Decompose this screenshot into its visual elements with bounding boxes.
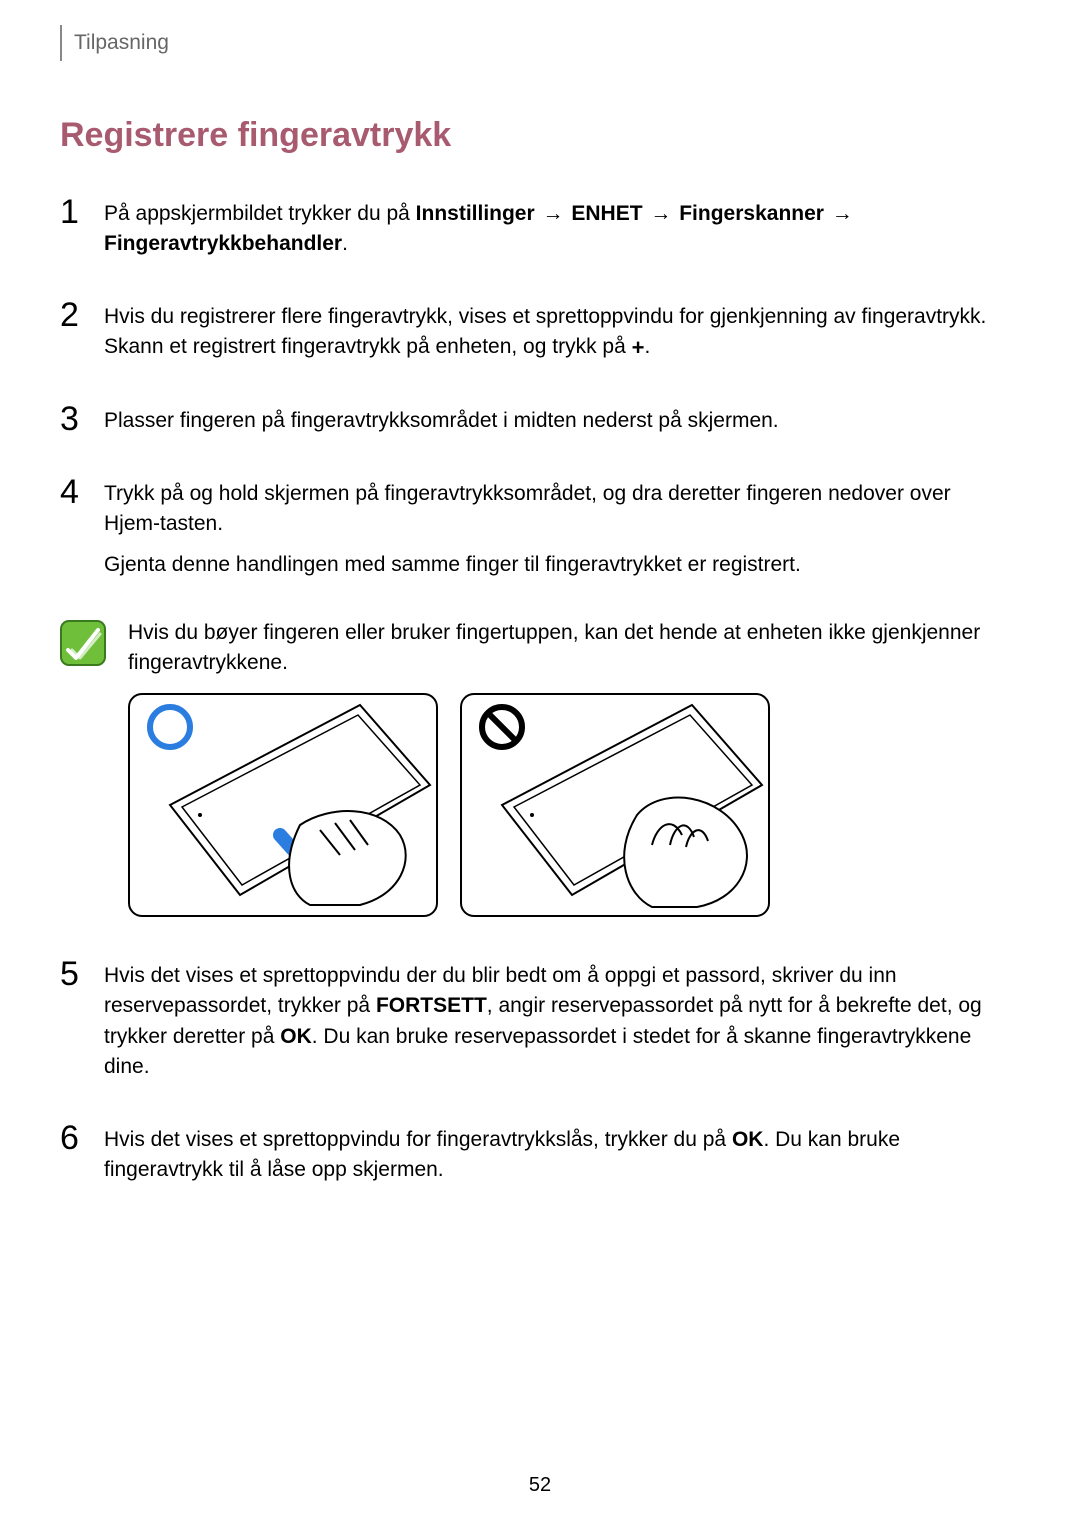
illustration-correct bbox=[128, 693, 438, 917]
step-number: 2 bbox=[60, 298, 104, 332]
text: Plasser fingeren på fingeravtrykksområde… bbox=[104, 406, 990, 436]
text: Gjenta denne handlingen med samme finger… bbox=[104, 550, 990, 580]
note-text: Hvis du bøyer fingeren eller bruker fing… bbox=[128, 618, 990, 679]
text: På appskjermbildet trykker du på bbox=[104, 202, 416, 225]
menu-path-item: Innstillinger bbox=[416, 202, 535, 225]
step-6: 6 Hvis det vises et sprettoppvindu for f… bbox=[60, 1121, 990, 1196]
note: Hvis du bøyer fingeren eller bruker fing… bbox=[60, 618, 990, 679]
step-number: 1 bbox=[60, 195, 104, 229]
step-number: 5 bbox=[60, 957, 104, 991]
text: . bbox=[342, 232, 348, 255]
step-body: På appskjermbildet trykker du på Innstil… bbox=[104, 195, 990, 270]
arrow-icon: → bbox=[648, 202, 673, 225]
step-body: Plasser fingeren på fingeravtrykksområde… bbox=[104, 402, 990, 446]
text: Trykk på og hold skjermen på fingeravtry… bbox=[104, 479, 990, 540]
step-number: 4 bbox=[60, 475, 104, 509]
menu-path-item: Fingerskanner bbox=[679, 202, 824, 225]
step-body: Hvis du registrerer flere fingeravtrykk,… bbox=[104, 298, 990, 374]
step-5: 5 Hvis det vises et sprettoppvindu der d… bbox=[60, 957, 990, 1093]
text: . bbox=[644, 335, 650, 358]
step-4: 4 Trykk på og hold skjermen på fingeravt… bbox=[60, 475, 990, 590]
header: Tilpasning bbox=[60, 25, 990, 61]
page-title: Registrere fingeravtrykk bbox=[60, 116, 990, 155]
arrow-icon: → bbox=[541, 202, 566, 225]
plus-icon: + bbox=[632, 332, 645, 364]
menu-path-item: ENHET bbox=[571, 202, 642, 225]
illustrations-row bbox=[128, 693, 990, 917]
text: Hvis det vises et sprettoppvindu for fin… bbox=[104, 1128, 732, 1151]
step-body: Hvis det vises et sprettoppvindu for fin… bbox=[104, 1121, 990, 1196]
step-body: Trykk på og hold skjermen på fingeravtry… bbox=[104, 475, 990, 590]
section-label: Tilpasning bbox=[74, 31, 169, 55]
arrow-icon: → bbox=[830, 202, 855, 225]
ui-label: OK bbox=[732, 1128, 764, 1151]
step-1: 1 På appskjermbildet trykker du på Innst… bbox=[60, 195, 990, 270]
step-body: Hvis det vises et sprettoppvindu der du … bbox=[104, 957, 990, 1093]
step-number: 3 bbox=[60, 402, 104, 436]
step-3: 3 Plasser fingeren på fingeravtrykksområ… bbox=[60, 402, 990, 446]
step-number: 6 bbox=[60, 1121, 104, 1155]
page-number: 52 bbox=[0, 1474, 1080, 1497]
ui-label: OK bbox=[280, 1025, 312, 1048]
header-divider bbox=[60, 25, 62, 61]
note-icon bbox=[60, 620, 106, 666]
menu-path-item: Fingeravtrykkbehandler bbox=[104, 232, 342, 255]
illustration-incorrect bbox=[460, 693, 770, 917]
ui-label: FORTSETT bbox=[376, 994, 487, 1017]
step-2: 2 Hvis du registrerer flere fingeravtryk… bbox=[60, 298, 990, 374]
text: Hvis du registrerer flere fingeravtrykk,… bbox=[104, 305, 986, 358]
